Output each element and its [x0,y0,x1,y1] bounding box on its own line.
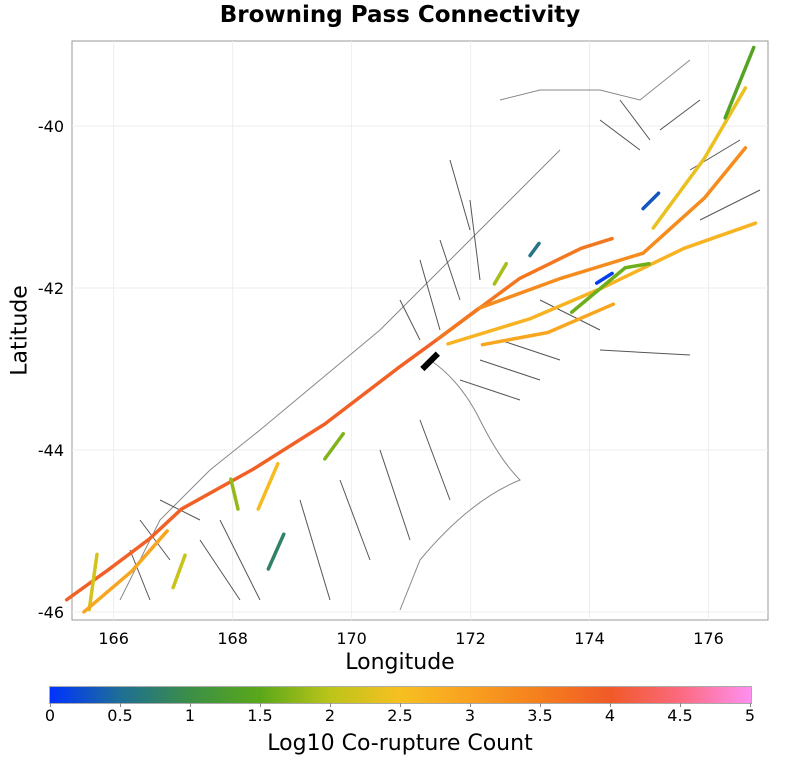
rupture-trace [82,529,169,614]
colorbar-label: Log10 Co-rupture Count [267,731,533,756]
rupture-trace [266,532,286,571]
x-tick-label: 168 [217,629,248,648]
rupture-trace [492,261,509,286]
rupture-trace [641,191,661,211]
colorbar-tick-label: 3 [464,706,476,725]
x-tick-label: 166 [98,629,129,648]
map-plot: 166 168 170 172 174 176 -40 -42 -44 -46 [38,40,769,648]
x-tick-label: 170 [336,629,367,648]
y-axis-label: Latitude [7,285,33,376]
colorbar-tick-mark [400,703,401,707]
colorbar-tick-label: 0 [44,706,56,725]
colorbar-tick-label: 3.5 [527,706,553,725]
colorbar-tick-mark [750,703,751,707]
y-tick-label: -42 [38,279,64,298]
rupture-trace [323,431,346,461]
colorbar-tick-mark [470,703,471,707]
rupture-trace [569,261,651,315]
colorbar-tick-mark [330,703,331,707]
colorbar-tick-mark [50,703,51,707]
background-faults [119,59,761,611]
rupture-trace [256,461,280,511]
colorbar-tick-label: 4 [604,706,616,725]
gridlines [72,41,768,620]
colorbar-tick-label: 2.5 [387,706,413,725]
rupture-trace [64,306,481,602]
x-tick-label: 174 [574,629,605,648]
rupture-trace [594,271,614,285]
colorbar-tick-mark [610,703,611,707]
x-tick-label: 176 [693,629,724,648]
colorbar-tick-label: 2 [324,706,336,725]
x-axis-label: Longitude [345,650,455,675]
source-fault-browning-pass [420,351,440,372]
colorbar-tick-mark [260,703,261,707]
colorbar-tick-mark [120,703,121,707]
colorbar-tick-mark [190,703,191,707]
chart-title: Browning Pass Connectivity [219,2,581,28]
y-tick-label: -46 [38,603,64,622]
rupture-trace [723,45,756,120]
colorbar-tick-label: 5 [744,706,756,725]
colorbar [49,686,752,704]
colorbar-tick-label: 1 [184,706,196,725]
colorbar-tick-mark [680,703,681,707]
rupture-trace [480,302,616,347]
colorbar-tick-label: 0.5 [107,706,133,725]
colorbar-tick-label: 1.5 [247,706,273,725]
rupture-trace [528,241,541,258]
colorbar-tick-mark [540,703,541,707]
x-tick-label: 172 [455,629,486,648]
rupture-traces [64,45,758,614]
colorbar-tick-label: 4.5 [667,706,693,725]
rupture-trace [477,146,748,310]
rupture-trace [229,477,240,511]
rupture-trace [651,86,748,230]
plot-frame [71,40,769,621]
y-tick-label: -40 [38,117,64,136]
rupture-trace [171,553,187,590]
rupture-trace [87,552,99,612]
y-tick-label: -44 [38,441,64,460]
